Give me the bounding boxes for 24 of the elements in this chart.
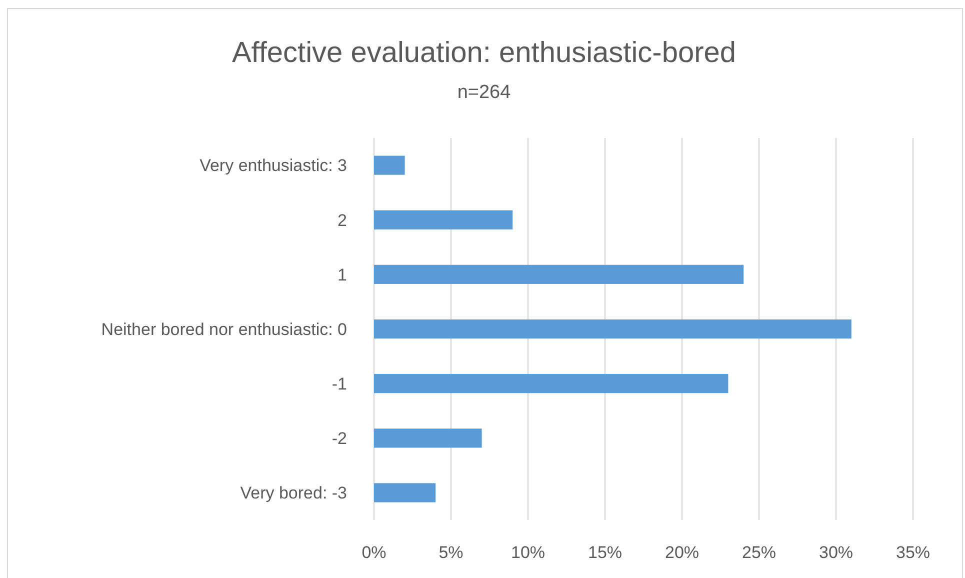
x-tick-label: 10% xyxy=(510,543,546,562)
bar xyxy=(374,483,436,502)
x-tick-label: 20% xyxy=(664,543,700,562)
x-tick-label: 35% xyxy=(896,543,930,562)
bar xyxy=(374,428,482,448)
y-tick-label: -1 xyxy=(332,374,347,394)
bar xyxy=(374,319,852,339)
bar xyxy=(374,210,513,230)
y-tick-label: -2 xyxy=(332,429,347,448)
y-tick-label: Neither bored nor enthusiastic: 0 xyxy=(101,320,347,339)
y-tick-label: Very enthusiastic: 3 xyxy=(200,156,347,176)
y-tick-label: Very bored: -3 xyxy=(240,484,347,503)
y-tick-label: 2 xyxy=(338,210,347,230)
bar xyxy=(374,156,405,175)
x-tick-label: 30% xyxy=(818,543,854,562)
x-tick-label: 25% xyxy=(742,543,776,562)
x-tick-label: 15% xyxy=(588,543,622,562)
x-tick-label: 0% xyxy=(362,543,386,562)
x-tick-label: 5% xyxy=(438,543,464,562)
y-tick-label: 1 xyxy=(338,265,347,284)
bar xyxy=(374,264,744,284)
bar xyxy=(374,374,728,394)
chart-title: Affective evaluation: enthusiastic-bored xyxy=(232,37,736,69)
chart-subtitle: n=264 xyxy=(457,82,512,103)
